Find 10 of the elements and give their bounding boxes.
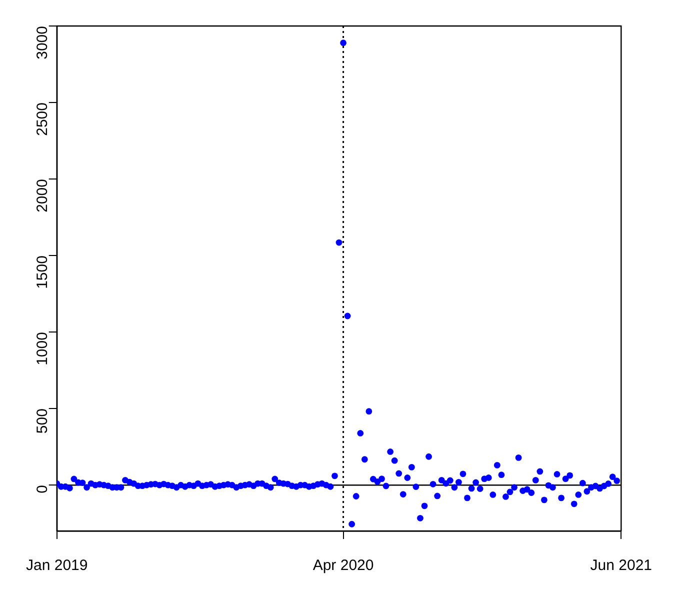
- y-tick-label: 3000: [34, 26, 51, 60]
- y-tick-label: 1500: [34, 256, 51, 289]
- x-tick-label: Jun 2021: [590, 557, 652, 574]
- y-tick-label: 1000: [34, 332, 51, 366]
- y-tick-label: 0: [34, 485, 51, 494]
- y-tick-label: 500: [34, 408, 51, 434]
- y-tick-label: 2500: [34, 102, 51, 136]
- x-tick-label: Jan 2019: [26, 557, 88, 574]
- y-tick-label: 2000: [34, 179, 51, 212]
- x-tick-label: Apr 2020: [312, 557, 374, 574]
